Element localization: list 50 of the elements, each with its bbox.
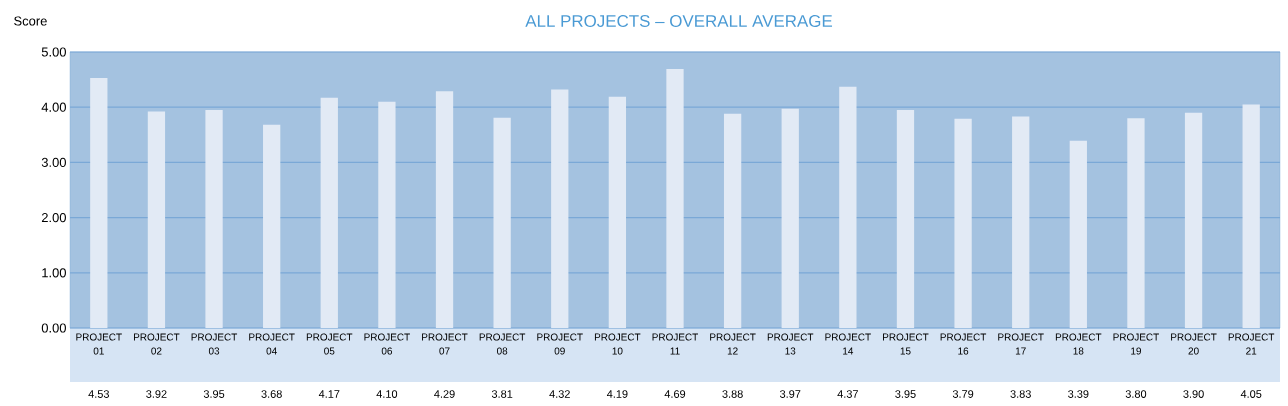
data-label: 3.88 (722, 390, 743, 398)
data-label: 3.68 (261, 390, 282, 398)
y-tick-label: 1.00 (42, 268, 66, 278)
y-tick-label: 4.00 (41, 102, 66, 112)
y-axis-title: Score (14, 16, 47, 26)
x-tick-label: PROJECT 10 (594, 333, 641, 355)
x-tick-label: PROJECT 20 (1171, 333, 1217, 355)
y-tick-label: 2.00 (41, 213, 66, 223)
data-label: 3.83 (1010, 390, 1031, 398)
x-tick-label: PROJECT 14 (825, 333, 871, 355)
data-label: 3.92 (146, 390, 167, 398)
x-tick-label: PROJECT 21 (1228, 333, 1275, 355)
x-tick-label: PROJECT 18 (1055, 333, 1102, 355)
data-label: 4.32 (549, 390, 570, 398)
chart-title: ALL PROJECTS – OVERALL AVERAGE (525, 15, 833, 27)
data-label: 3.95 (203, 390, 225, 398)
x-tick-label: PROJECT 11 (652, 333, 699, 355)
data-label: 3.81 (491, 390, 513, 398)
data-label: 4.53 (88, 390, 109, 398)
x-tick-label: PROJECT 17 (998, 333, 1044, 355)
data-label: 4.29 (434, 390, 455, 398)
data-label: 3.90 (1183, 390, 1204, 398)
x-tick-label: PROJECT 01 (76, 333, 122, 355)
data-label: 4.19 (606, 390, 628, 398)
x-tick-label: PROJECT 16 (940, 333, 987, 355)
data-label: 4.05 (1240, 390, 1262, 398)
x-tick-label: PROJECT 19 (1113, 333, 1159, 355)
y-tick-label: 0.00 (41, 323, 66, 333)
x-tick-label: PROJECT 09 (537, 333, 583, 355)
x-tick-label: PROJECT 06 (364, 333, 410, 355)
x-tick-label: PROJECT 05 (306, 333, 353, 355)
x-tick-label: PROJECT 13 (767, 333, 814, 355)
x-tick-label: PROJECT 04 (249, 333, 295, 355)
data-label: 3.95 (895, 390, 916, 398)
data-label: 4.10 (376, 390, 398, 398)
y-tick-label: 5.00 (41, 47, 66, 57)
data-label: 4.69 (664, 390, 686, 398)
x-tick-label: PROJECT 08 (479, 333, 526, 355)
x-tick-label: PROJECT 02 (133, 333, 180, 355)
data-label: 3.39 (1068, 390, 1089, 398)
data-label: 3.80 (1125, 390, 1147, 398)
x-tick-label: PROJECT 07 (422, 333, 468, 355)
data-label: 4.37 (837, 390, 858, 398)
x-tick-label: PROJECT 15 (883, 333, 929, 355)
data-label: 4.17 (318, 390, 340, 398)
data-label: 3.79 (952, 390, 974, 398)
x-tick-label: PROJECT 12 (710, 333, 756, 355)
data-label: 3.97 (779, 390, 801, 398)
y-tick-label: 3.00 (41, 157, 66, 167)
x-tick-label: PROJECT 03 (191, 333, 238, 355)
